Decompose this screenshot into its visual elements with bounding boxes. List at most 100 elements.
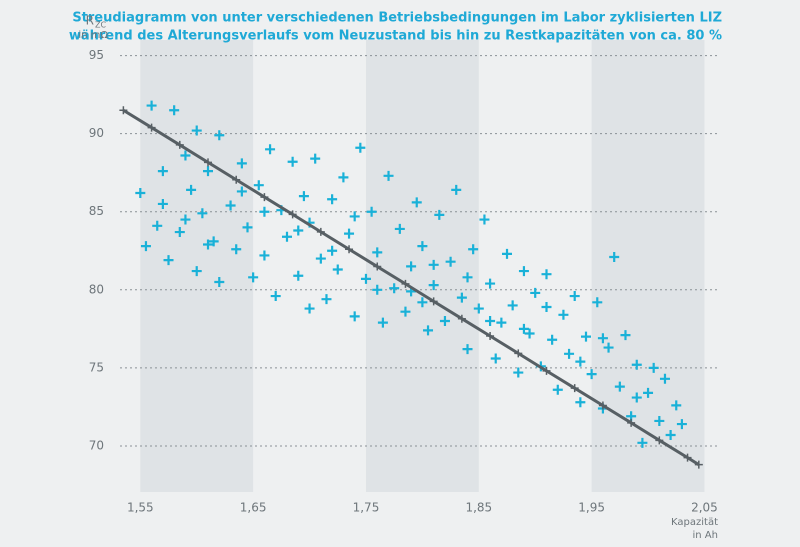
scatter-point [671,400,682,411]
scatter-point [428,280,439,291]
trend-line [122,108,700,466]
trend-marker [373,262,382,271]
trend-marker [147,123,156,132]
scatter-point [214,130,225,141]
scatter-point [338,172,349,183]
trend-marker [627,418,636,427]
scatter-point [462,272,473,283]
y-tick-label: 90 [89,126,104,140]
scatter-point [203,166,214,177]
trend-marker [119,106,128,115]
scatter-point [541,269,552,280]
scatter-point [180,214,191,225]
scatter-point [496,317,507,328]
scatter-point [479,214,490,225]
scatter-point [298,191,309,202]
scatter-point [327,245,338,256]
scatter-point [485,316,496,327]
scatter-point [180,150,191,161]
scatter-point [253,180,264,191]
scatter-point [242,222,253,233]
scatter-point [597,333,608,344]
scatter-point [248,272,259,283]
trend-marker [683,453,692,462]
scatter-point [270,291,281,302]
scatter-point [197,208,208,219]
scatter-point [191,125,202,136]
scatter-point [377,317,388,328]
scatter-point [659,373,670,384]
scatter-point [355,142,366,153]
trend-marker [655,436,664,445]
band [140,40,254,492]
y-axis-label: R [86,14,94,28]
scatter-point [372,247,383,258]
scatter-point [400,306,411,317]
trend-marker [288,210,297,219]
scatter-point [575,356,586,367]
trend-marker [316,227,325,236]
scatter-point [231,244,242,255]
scatter-point [174,227,185,238]
scatter-point [191,266,202,277]
scatter-point [569,291,580,302]
scatter-point [518,323,529,334]
trend-marker [204,158,213,167]
trend-marker [457,314,466,323]
x-tick-label: 1,95 [578,501,605,515]
scatter-point [259,206,270,217]
y-tick-label: 80 [89,282,104,296]
scatter-point [169,105,180,116]
trend-marker [401,279,410,288]
scatter-point [214,277,225,288]
scatter-point [157,166,168,177]
x-tick-label: 1,75 [353,501,380,515]
y-tick-label: 75 [89,360,104,374]
scatter-point [434,209,445,220]
trend-marker [598,401,607,410]
scatter-point [186,184,197,195]
chart-title: Streudiagramm von unter verschiedenen Be… [72,11,722,26]
trend-marker [486,332,495,341]
scatter-point [163,255,174,266]
trend-marker [175,140,184,149]
trend-marker [694,460,703,469]
scatter-point [259,250,270,261]
scatter-point [315,253,326,264]
scatter-point [552,384,563,395]
scatter-point [152,220,163,231]
scatter-point [547,334,558,345]
y-tick-label: 95 [89,48,104,62]
scatter-point [287,156,298,167]
scatter-point [451,184,462,195]
scatter-point [203,239,214,250]
scatter-point [462,344,473,355]
scatter-point [518,266,529,277]
scatter-point [281,231,292,242]
scatter-point [580,331,591,342]
scatter-point [236,186,247,197]
scatter-point [468,244,479,255]
scatter-point [372,284,383,295]
scatter-point [140,241,151,252]
trend-marker [542,366,551,375]
trend-marker [345,245,354,254]
scatter-point [513,367,524,378]
x-tick-label: 1,55 [127,501,154,515]
scatter-point [502,248,513,259]
scatter-point [631,359,642,370]
scatter-point [332,264,343,275]
scatter-point [654,415,665,426]
scatter-point [344,228,355,239]
trend-marker [260,193,269,202]
scatter-point [349,211,360,222]
scatter-point [564,348,575,359]
y-tick-label: 70 [89,438,104,452]
scatter-point [586,369,597,380]
scatter-point [417,241,428,252]
scatter-point [236,158,247,169]
scatter-point [208,236,219,247]
scatter-point [439,316,450,327]
scatter-point [541,301,552,312]
